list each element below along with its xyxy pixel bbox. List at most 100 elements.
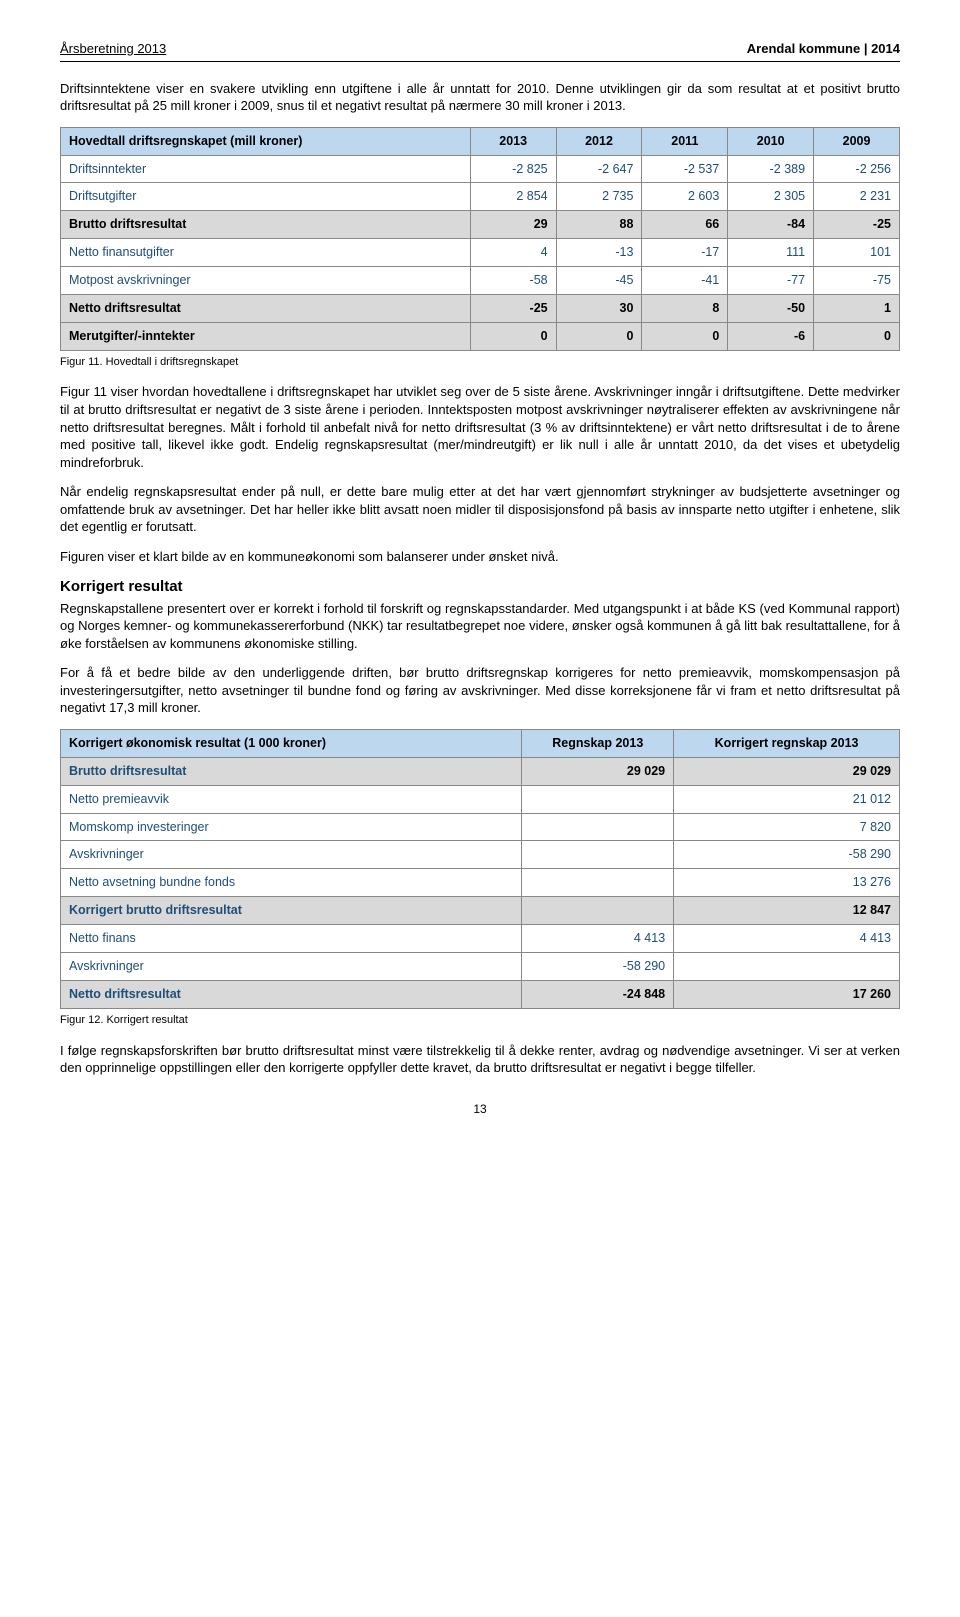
row-value xyxy=(522,869,674,897)
row-value xyxy=(522,841,674,869)
row-label: Driftsutgifter xyxy=(61,183,471,211)
t1-year-1: 2012 xyxy=(556,127,642,155)
row-label: Driftsinntekter xyxy=(61,155,471,183)
row-value: -24 848 xyxy=(522,980,674,1008)
row-label: Netto avsetning bundne fonds xyxy=(61,869,522,897)
table-row: Netto finansutgifter4-13-17111101 xyxy=(61,239,900,267)
row-value: -25 xyxy=(470,294,556,322)
row-label: Brutto driftsresultat xyxy=(61,757,522,785)
table-row: Brutto driftsresultat29 02929 029 xyxy=(61,757,900,785)
row-value: 13 276 xyxy=(674,869,900,897)
t1-year-2: 2011 xyxy=(642,127,728,155)
row-value: 2 603 xyxy=(642,183,728,211)
row-label: Avskrivninger xyxy=(61,841,522,869)
table-row: Motpost avskrivninger-58-45-41-77-75 xyxy=(61,267,900,295)
row-value: 66 xyxy=(642,211,728,239)
row-value: -2 389 xyxy=(728,155,814,183)
row-value: -25 xyxy=(814,211,900,239)
t2-col-1: Korrigert regnskap 2013 xyxy=(674,729,900,757)
table-row: Netto avsetning bundne fonds 13 276 xyxy=(61,869,900,897)
table-row: Netto finans4 4134 413 xyxy=(61,925,900,953)
row-value: 101 xyxy=(814,239,900,267)
row-label: Motpost avskrivninger xyxy=(61,267,471,295)
row-value: 0 xyxy=(470,322,556,350)
row-label: Korrigert brutto driftsresultat xyxy=(61,897,522,925)
row-value: -58 290 xyxy=(674,841,900,869)
row-value xyxy=(522,897,674,925)
row-value: 30 xyxy=(556,294,642,322)
paragraph-6: For å få et bedre bilde av den underligg… xyxy=(60,664,900,717)
row-value: 1 xyxy=(814,294,900,322)
page-header: Årsberetning 2013 Arendal kommune | 2014 xyxy=(60,40,900,62)
row-value: 12 847 xyxy=(674,897,900,925)
row-value: 29 029 xyxy=(674,757,900,785)
row-value: -75 xyxy=(814,267,900,295)
row-value: -2 825 xyxy=(470,155,556,183)
row-value: 0 xyxy=(814,322,900,350)
row-label: Netto driftsresultat xyxy=(61,980,522,1008)
row-value: -45 xyxy=(556,267,642,295)
table-row: Netto driftsresultat-25308-501 xyxy=(61,294,900,322)
t1-header-label: Hovedtall driftsregnskapet (mill kroner) xyxy=(61,127,471,155)
t1-year-0: 2013 xyxy=(470,127,556,155)
row-label: Merutgifter/-inntekter xyxy=(61,322,471,350)
table-row: Merutgifter/-inntekter000-60 xyxy=(61,322,900,350)
table-row: Avskrivninger -58 290 xyxy=(61,841,900,869)
page-number: 13 xyxy=(60,1101,900,1117)
row-value: 8 xyxy=(642,294,728,322)
row-value: -41 xyxy=(642,267,728,295)
row-value: -17 xyxy=(642,239,728,267)
section-heading: Korrigert resultat xyxy=(60,577,900,597)
row-value: 0 xyxy=(642,322,728,350)
paragraph-4: Figuren viser et klart bilde av en kommu… xyxy=(60,548,900,566)
t1-year-3: 2010 xyxy=(728,127,814,155)
row-value: -77 xyxy=(728,267,814,295)
table-row: Brutto driftsresultat298866-84-25 xyxy=(61,211,900,239)
row-label: Netto driftsresultat xyxy=(61,294,471,322)
row-value: -58 290 xyxy=(522,952,674,980)
row-value: -84 xyxy=(728,211,814,239)
row-label: Avskrivninger xyxy=(61,952,522,980)
row-value: 17 260 xyxy=(674,980,900,1008)
row-value: 29 xyxy=(470,211,556,239)
row-value xyxy=(522,785,674,813)
table-row: Driftsutgifter2 8542 7352 6032 3052 231 xyxy=(61,183,900,211)
row-label: Momskomp investeringer xyxy=(61,813,522,841)
row-value: -2 647 xyxy=(556,155,642,183)
t2-header-label: Korrigert økonomisk resultat (1 000 kron… xyxy=(61,729,522,757)
row-value: 0 xyxy=(556,322,642,350)
paragraph-2: Figur 11 viser hvordan hovedtallene i dr… xyxy=(60,383,900,471)
table-row: Netto premieavvik21 012 xyxy=(61,785,900,813)
row-value: 4 413 xyxy=(674,925,900,953)
table-korrigert: Korrigert økonomisk resultat (1 000 kron… xyxy=(60,729,900,1009)
row-value: 2 854 xyxy=(470,183,556,211)
row-value: -50 xyxy=(728,294,814,322)
row-value: 2 305 xyxy=(728,183,814,211)
row-value: -6 xyxy=(728,322,814,350)
t2-col-0: Regnskap 2013 xyxy=(522,729,674,757)
row-value: -13 xyxy=(556,239,642,267)
table-row: Avskrivninger-58 290 xyxy=(61,952,900,980)
row-value xyxy=(674,952,900,980)
intro-paragraph: Driftsinntektene viser en svakere utvikl… xyxy=(60,80,900,115)
figure-11-caption: Figur 11. Hovedtall i driftsregnskapet xyxy=(60,355,900,370)
row-value: 88 xyxy=(556,211,642,239)
row-value: 29 029 xyxy=(522,757,674,785)
paragraph-7: I følge regnskapsforskriften bør brutto … xyxy=(60,1042,900,1077)
t1-year-4: 2009 xyxy=(814,127,900,155)
row-value: 2 231 xyxy=(814,183,900,211)
row-value xyxy=(522,813,674,841)
row-label: Netto premieavvik xyxy=(61,785,522,813)
row-value: -2 537 xyxy=(642,155,728,183)
table-row: Driftsinntekter-2 825-2 647-2 537-2 389-… xyxy=(61,155,900,183)
paragraph-3: Når endelig regnskapsresultat ender på n… xyxy=(60,483,900,536)
row-label: Netto finans xyxy=(61,925,522,953)
row-label: Brutto driftsresultat xyxy=(61,211,471,239)
row-value: 111 xyxy=(728,239,814,267)
row-value: 7 820 xyxy=(674,813,900,841)
row-label: Netto finansutgifter xyxy=(61,239,471,267)
figure-12-caption: Figur 12. Korrigert resultat xyxy=(60,1013,900,1028)
row-value: 4 413 xyxy=(522,925,674,953)
row-value: -2 256 xyxy=(814,155,900,183)
paragraph-5: Regnskapstallene presentert over er korr… xyxy=(60,600,900,653)
